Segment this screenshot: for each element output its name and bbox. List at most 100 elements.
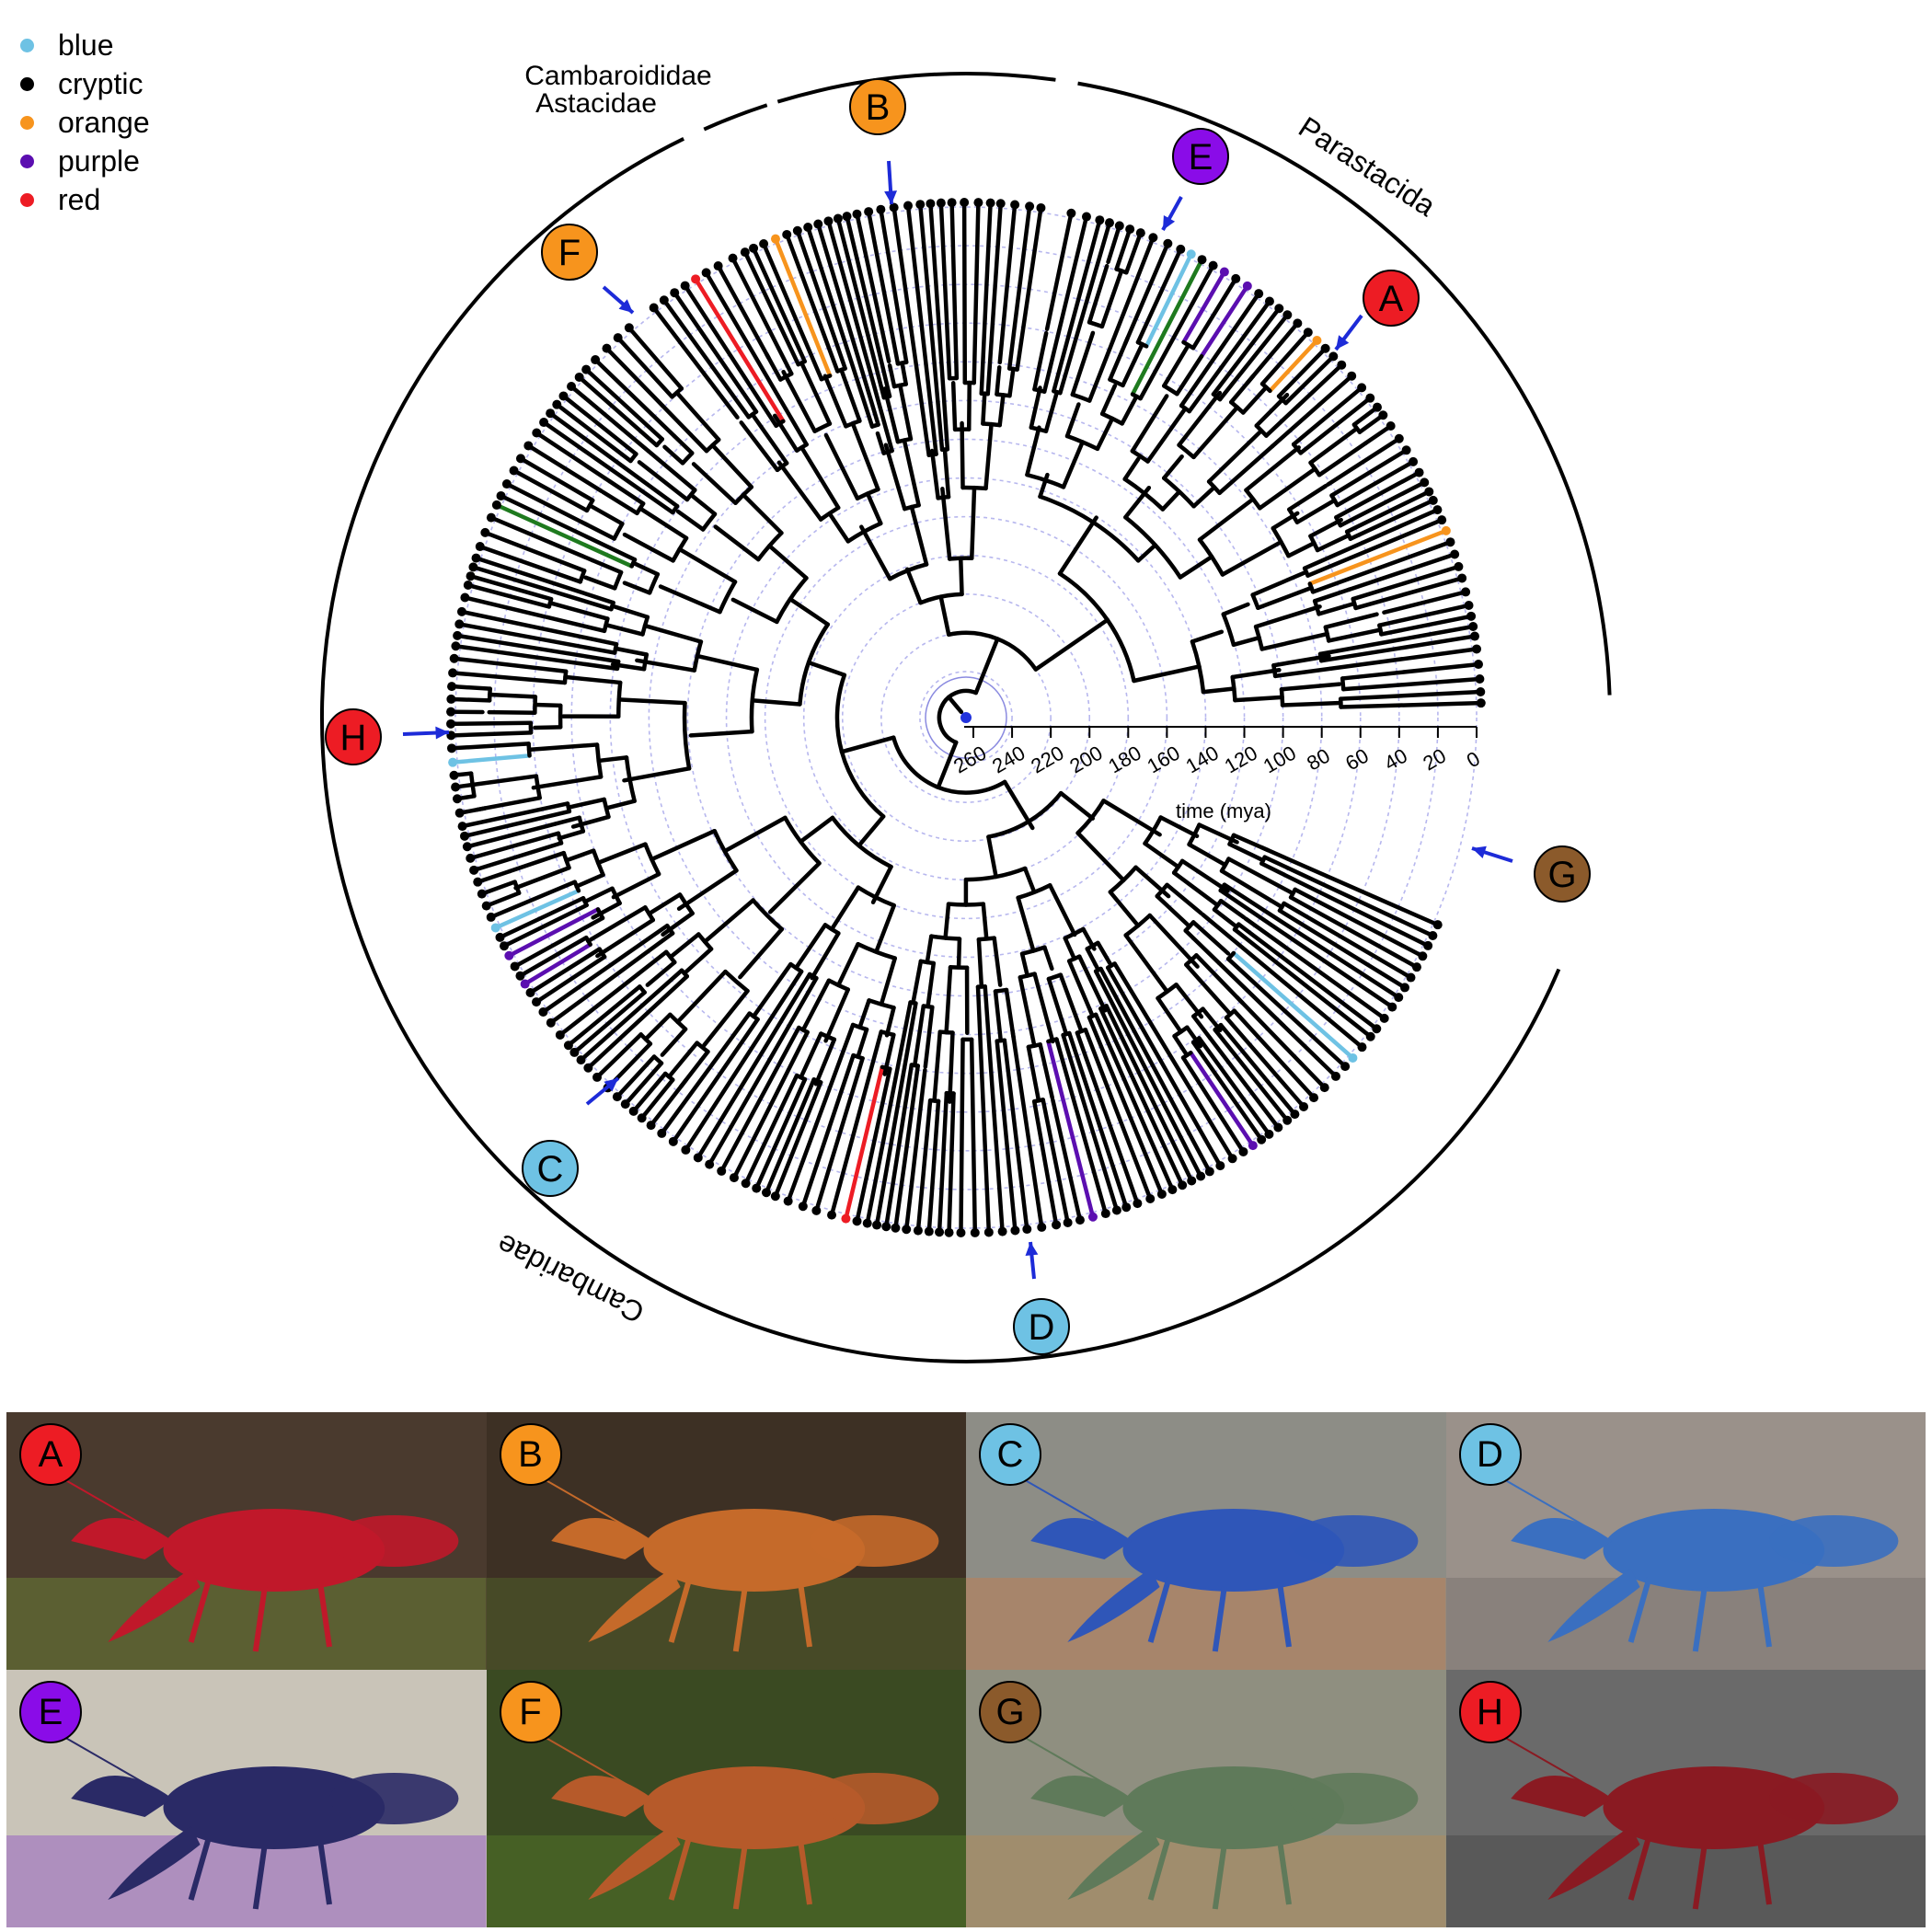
tree-branch: [532, 947, 602, 993]
tree-branch: [856, 1066, 892, 1219]
photo-badge: B: [499, 1423, 562, 1486]
tree-branch: [489, 891, 522, 907]
tree-branch: [823, 432, 860, 500]
tree-branch: [1075, 1030, 1138, 1202]
tip-node: [446, 719, 456, 729]
tip-node: [1386, 421, 1396, 431]
tip-node: [637, 1113, 647, 1123]
tip-node: [876, 204, 886, 214]
tip-node: [446, 694, 456, 704]
tree-branch: [1032, 330, 1049, 392]
tree-branch: [454, 753, 532, 765]
tree-branch-arc: [628, 452, 638, 464]
tip-node: [532, 428, 542, 438]
clade-marker-letter: G: [1547, 855, 1576, 895]
tree-branch: [456, 771, 474, 777]
tree-branch: [1007, 366, 1016, 398]
tip-node: [510, 961, 520, 972]
tree-branch: [610, 661, 647, 672]
photo-badge: A: [19, 1423, 82, 1486]
tip-node: [451, 641, 461, 651]
tree-branch: [457, 782, 475, 789]
tree-branch: [1106, 227, 1121, 265]
tree-branch: [1287, 483, 1328, 512]
tree-branch: [610, 604, 650, 620]
legend-dot: [20, 76, 34, 91]
tree-branch: [566, 797, 606, 810]
tree-branch: [1312, 587, 1352, 604]
tree-branch: [607, 349, 665, 408]
tree-branch: [637, 460, 690, 502]
tree-branch-arc: [751, 898, 785, 932]
tree-branch: [1277, 908, 1403, 988]
tip-node: [525, 988, 535, 998]
tree-branch: [1212, 907, 1239, 929]
tree-branch: [509, 484, 590, 527]
tree-branch: [1308, 427, 1358, 466]
tip-node: [520, 979, 530, 989]
tip-node: [462, 842, 472, 852]
tree-branch-arc: [1177, 443, 1196, 460]
tree-branch-arc: [948, 965, 970, 971]
tip-node: [546, 1018, 556, 1028]
tree-branch-arc: [682, 700, 692, 771]
tree-branch: [1335, 462, 1411, 508]
tip-node: [872, 1220, 882, 1230]
tip-node: [504, 950, 514, 960]
tip-node: [1167, 1185, 1178, 1195]
tree-branch: [958, 556, 964, 597]
tree-branch: [709, 976, 819, 1163]
tree-branch: [810, 931, 841, 981]
time-grid-ring: [841, 592, 1091, 843]
tree-branch: [1123, 485, 1152, 520]
tree-branch: [564, 848, 596, 863]
tip-node: [500, 941, 510, 951]
tree-branch-arc: [578, 569, 587, 584]
tree-branch: [1108, 335, 1131, 382]
tip-node: [1365, 1031, 1375, 1041]
tree-branch: [493, 880, 578, 918]
tree-branch: [836, 221, 887, 400]
tree-branch-arc: [680, 451, 695, 466]
tip-node: [468, 562, 478, 572]
tree-branch: [507, 850, 567, 874]
time-grid-ring: [764, 515, 1168, 920]
time-grid-ring: [454, 206, 1478, 1229]
tree-branch: [465, 801, 570, 828]
clade-label-astacidae: Astacidae: [535, 88, 657, 119]
tree-branch: [1120, 394, 1139, 426]
tree-branch: [1185, 1025, 1203, 1049]
clade-marker-badge: [1363, 270, 1420, 327]
tip-node: [657, 1128, 667, 1138]
tree-branch: [827, 512, 851, 544]
tree-branch: [975, 984, 991, 1230]
tree-branch: [1181, 273, 1225, 345]
tree-branch: [783, 407, 809, 447]
tree-branch: [1099, 384, 1118, 417]
clade-arcs: [320, 72, 1612, 1363]
tree-branch: [611, 871, 661, 900]
tree-branch: [676, 868, 739, 911]
tip-node: [713, 261, 723, 271]
tree-branch: [859, 524, 892, 581]
tree-branch: [1135, 543, 1157, 563]
tree-branch: [1031, 1098, 1058, 1223]
tip-node: [813, 219, 823, 229]
tip-node: [563, 1041, 573, 1051]
time-grid-ring: [648, 399, 1284, 1036]
tip-node: [936, 198, 946, 208]
tree-branch: [484, 880, 517, 895]
tip-node: [475, 542, 485, 552]
tip-node: [448, 757, 458, 767]
tree-branch-arc: [869, 422, 880, 429]
tree-branch: [478, 557, 615, 605]
tree-branch: [827, 223, 889, 433]
tip-node: [1010, 200, 1020, 210]
tree-branch: [995, 1039, 1018, 1228]
tree-branch: [1221, 602, 1250, 616]
tree-branch: [1254, 393, 1290, 428]
tree-branch: [823, 987, 850, 1043]
time-axis-tick-label: 180: [1104, 741, 1144, 777]
tree-branch: [1144, 256, 1191, 349]
tip-node: [460, 592, 470, 603]
